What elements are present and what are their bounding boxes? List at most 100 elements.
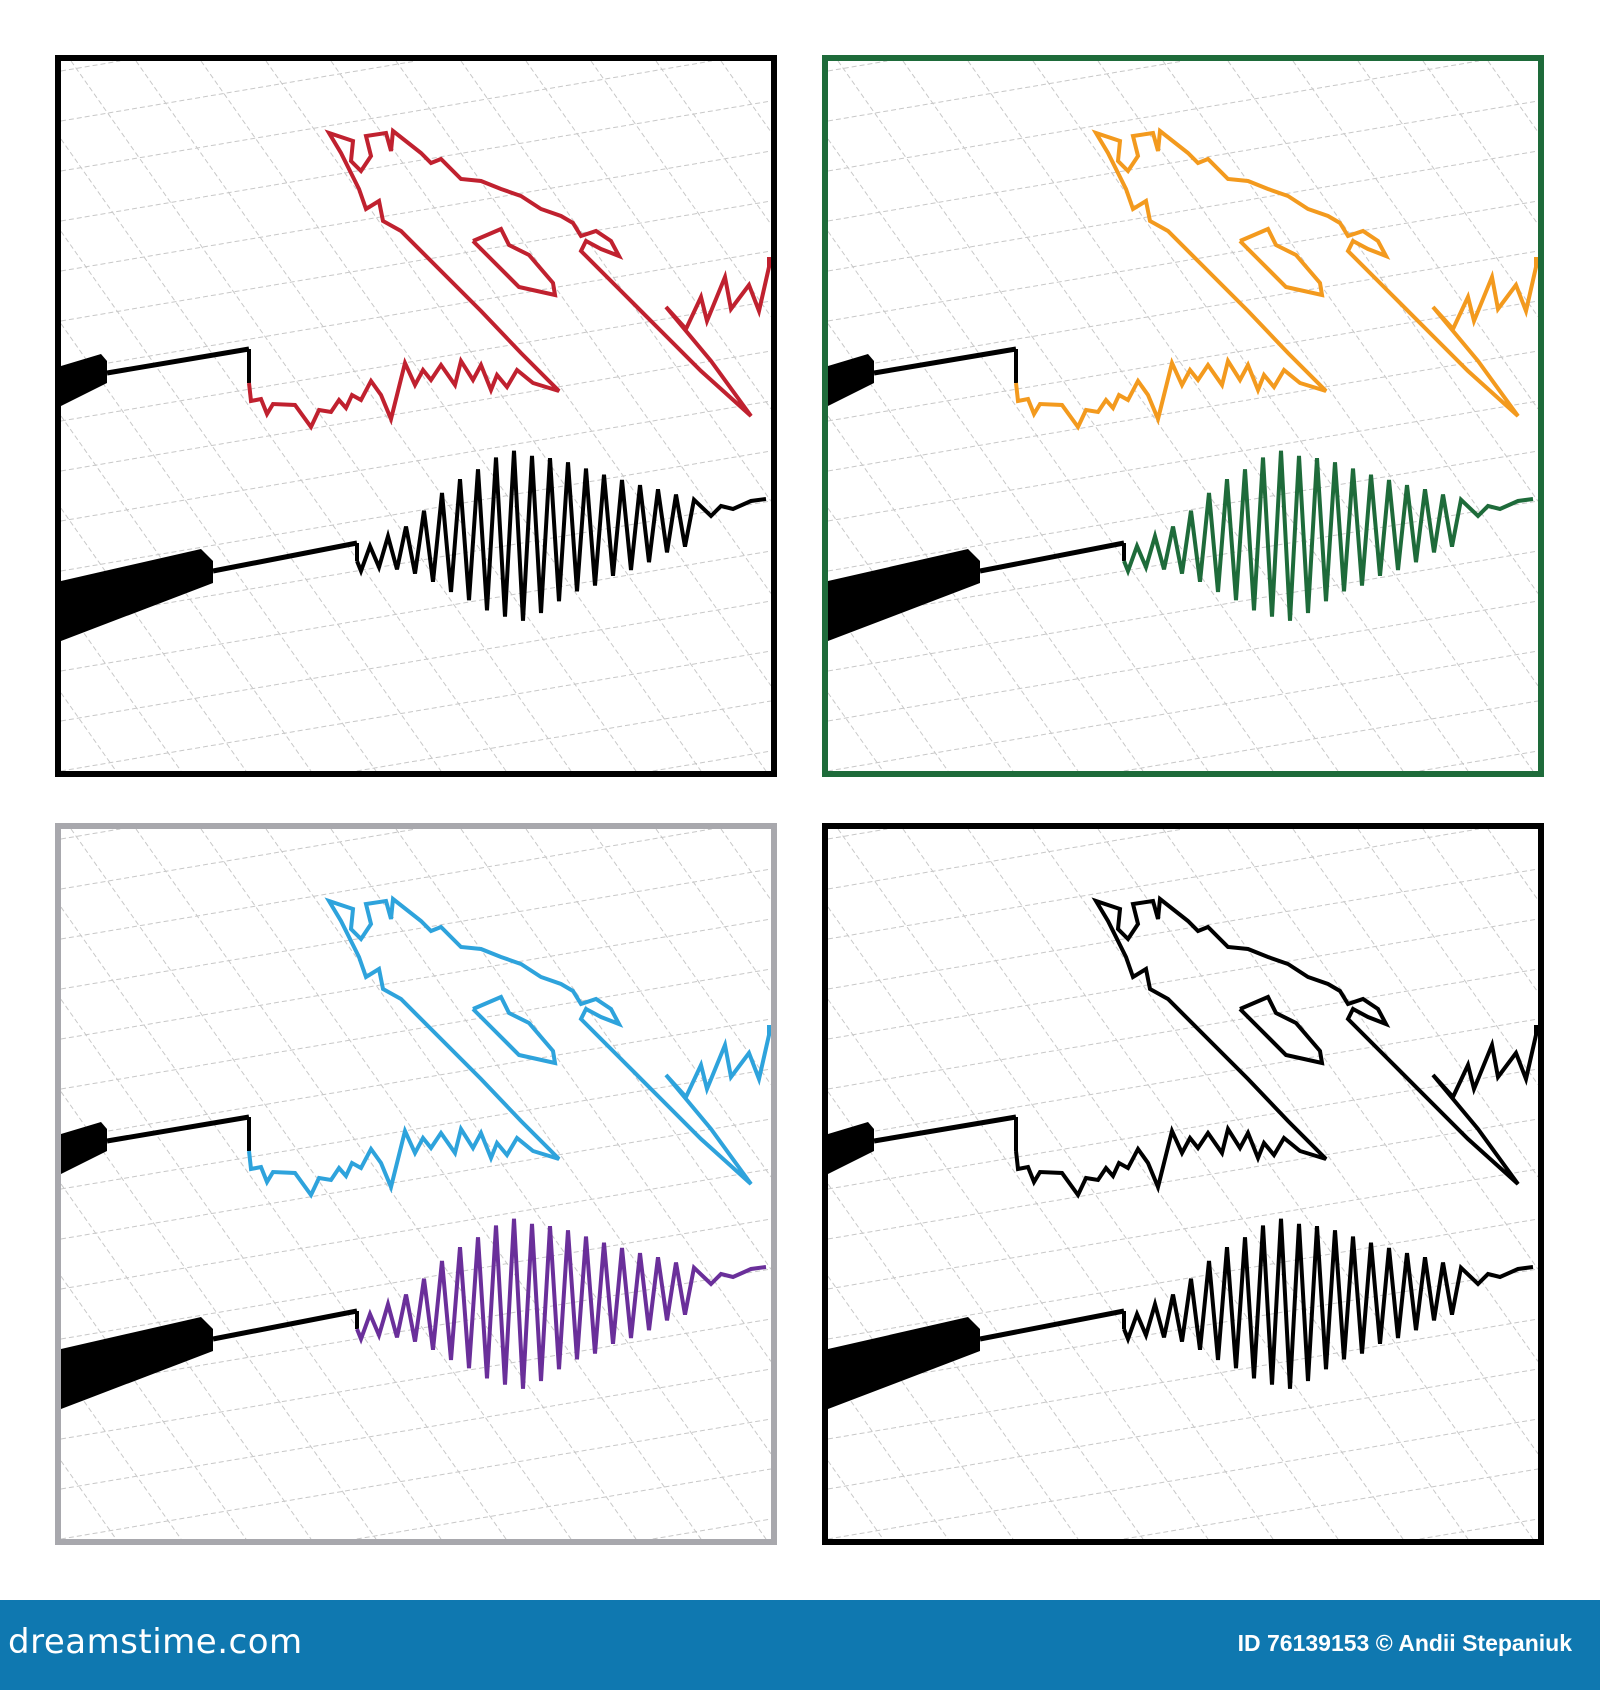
seismograph-panel	[822, 55, 1544, 777]
grid-line	[828, 200, 1538, 322]
lower-pen-body	[61, 1317, 213, 1409]
grid-line	[828, 999, 1209, 1539]
grid-line	[1227, 61, 1538, 502]
grid-line	[1123, 700, 1538, 771]
upper-trace-loop	[471, 994, 558, 1066]
grid-line	[61, 829, 121, 840]
grid-line	[1123, 1468, 1538, 1539]
grid-line	[61, 61, 121, 72]
grid-line	[828, 1091, 1144, 1539]
grid-line	[828, 508, 1014, 771]
grid-line	[828, 1368, 1538, 1490]
grid-line	[61, 400, 771, 522]
grid-line	[590, 829, 771, 1085]
upper-trace-loop	[471, 226, 558, 298]
lower-pen-stylus	[979, 1308, 1125, 1342]
grid-line	[61, 415, 312, 771]
grid-line	[1032, 61, 1534, 771]
grid-line	[61, 829, 712, 940]
upper-seismic-trace	[1014, 895, 1538, 1199]
grid-line	[828, 1118, 1538, 1240]
grid-line	[828, 918, 1538, 1040]
grid-line	[61, 250, 771, 372]
grid-line	[61, 323, 377, 771]
grid-line	[1357, 829, 1538, 1085]
seismograph-panel	[55, 55, 777, 777]
grid-line	[652, 750, 771, 771]
seismograph-drawing	[61, 829, 771, 1539]
grid-line	[61, 918, 771, 1040]
grid-line	[61, 650, 771, 771]
grid-line	[61, 692, 117, 771]
grid-line	[828, 231, 1209, 771]
paper-grid	[828, 61, 1538, 771]
grid-line	[61, 968, 771, 1090]
grid-line	[200, 829, 702, 1539]
lower-pen-stylus	[979, 540, 1125, 574]
grid-line	[828, 150, 1538, 272]
grid-line	[460, 61, 771, 502]
grid-line	[356, 700, 771, 771]
grid-line	[460, 829, 771, 1270]
grid-line	[1292, 61, 1538, 410]
grid-line	[655, 829, 771, 993]
grid-line	[61, 200, 771, 322]
grid-line	[61, 1276, 247, 1539]
grid-line	[1162, 829, 1538, 1362]
upper-seismic-trace	[1014, 127, 1538, 431]
grid-line	[1487, 61, 1538, 133]
grid-line	[525, 61, 771, 410]
grid-line	[1422, 61, 1538, 225]
grid-line	[1422, 829, 1538, 993]
grid-line	[61, 1418, 771, 1539]
grid-line	[265, 61, 767, 771]
grid-line	[837, 829, 1339, 1539]
grid-line	[828, 323, 1144, 771]
lower-pen-body	[828, 549, 980, 641]
grid-line	[828, 1183, 1079, 1539]
grid-line	[828, 350, 1538, 472]
upper-trace-loop	[1238, 994, 1325, 1066]
lower-seismic-trace	[355, 1218, 767, 1389]
paper-grid	[61, 829, 771, 1539]
grid-line	[330, 61, 771, 687]
grid-line	[828, 829, 888, 840]
grid-line	[1097, 829, 1538, 1455]
grid-line	[61, 1368, 771, 1490]
grid-line	[61, 1218, 771, 1340]
grid-line	[828, 829, 1479, 940]
lower-pen-body	[61, 549, 213, 641]
grid-line	[828, 450, 1538, 572]
paper-grid	[828, 829, 1538, 1539]
grid-line	[655, 61, 771, 225]
grid-line	[330, 829, 771, 1455]
grid-line	[1162, 61, 1538, 594]
grid-line	[828, 550, 1538, 672]
grid-line	[828, 650, 1538, 771]
grid-line	[61, 508, 247, 771]
grid-line	[61, 1318, 771, 1440]
footer-bar: dreamstime.com ID 76139153 © Andii Stepa…	[0, 1600, 1600, 1690]
grid-line	[1357, 61, 1538, 317]
grid-line	[828, 400, 1538, 522]
seismograph-panel	[822, 823, 1544, 1545]
grid-line	[828, 1418, 1538, 1539]
grid-line	[61, 350, 771, 472]
grid-line	[61, 1168, 771, 1290]
grid-line	[135, 61, 637, 771]
lower-pen-stylus	[212, 1308, 358, 1342]
grid-line	[828, 250, 1538, 372]
grid-line	[61, 1018, 771, 1140]
grid-line	[828, 100, 1538, 222]
grid-line	[720, 829, 771, 901]
upper-pen-stylus	[873, 346, 1017, 376]
grid-line	[61, 1091, 377, 1539]
grid-line	[828, 692, 884, 771]
grid-line	[61, 100, 771, 222]
grid-line	[828, 1318, 1538, 1440]
grid-line	[828, 61, 1479, 172]
grid-line	[525, 829, 771, 1178]
grid-line	[967, 61, 1469, 771]
paper-grid	[61, 61, 771, 771]
grid-line	[1032, 829, 1534, 1539]
